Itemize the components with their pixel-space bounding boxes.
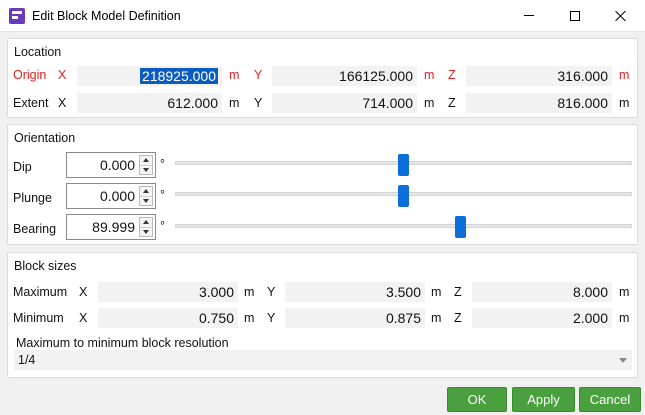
maximum-x-input[interactable]: 3.000 — [98, 282, 238, 302]
bearing-up-arrow-icon[interactable] — [140, 218, 152, 227]
dip-up-arrow-icon[interactable] — [140, 156, 152, 165]
origin-label: Origin — [13, 68, 47, 82]
bearing-slider-thumb[interactable] — [455, 216, 467, 238]
ok-button[interactable]: OK — [447, 387, 507, 412]
origin-x-input[interactable]: 218925.000 — [77, 66, 222, 86]
origin-z-unit: m — [619, 68, 630, 82]
origin-x-axis: X — [58, 68, 67, 82]
origin-y-input[interactable]: 166125.000 — [272, 66, 417, 86]
maximum-y-axis: Y — [267, 285, 276, 299]
maximum-x-axis: X — [79, 285, 88, 299]
extent-y-unit: m — [424, 96, 435, 110]
orientation-title: Orientation — [14, 131, 76, 145]
minimum-y-axis: Y — [267, 311, 276, 325]
bearing-unit: ° — [160, 219, 165, 233]
minimum-z-axis: Z — [454, 311, 462, 325]
extent-y-axis: Y — [254, 96, 263, 110]
plunge-label: Plunge — [13, 191, 52, 205]
cancel-button[interactable]: Cancel — [579, 387, 641, 412]
bearing-slider[interactable] — [175, 224, 632, 228]
bearing-value: 89.999 — [92, 219, 135, 235]
minimum-y-unit: m — [431, 311, 442, 325]
extent-x-unit: m — [229, 96, 240, 110]
dip-stepper — [139, 155, 153, 175]
window-title: Edit Block Model Definition — [32, 9, 181, 23]
close-button[interactable] — [598, 0, 644, 31]
app-logo-icon — [9, 8, 25, 24]
dip-spinbox[interactable]: 0.000 — [66, 152, 156, 178]
maximum-z-axis: Z — [454, 285, 462, 299]
extent-label: Extent — [13, 96, 49, 110]
maximum-x-unit: m — [244, 285, 255, 299]
bearing-label: Bearing — [13, 222, 57, 236]
close-icon — [615, 10, 627, 22]
bearing-spinbox[interactable]: 89.999 — [66, 214, 156, 240]
maximum-label: Maximum — [13, 285, 68, 299]
minimum-x-unit: m — [244, 311, 255, 325]
origin-z-input[interactable]: 316.000 — [466, 66, 612, 86]
plunge-slider-thumb[interactable] — [398, 185, 409, 207]
minimum-x-axis: X — [79, 311, 88, 325]
bearing-stepper — [139, 217, 153, 237]
maximum-z-unit: m — [619, 285, 630, 299]
minimum-z-unit: m — [619, 311, 630, 325]
dip-down-arrow-icon[interactable] — [140, 165, 152, 174]
extent-z-input[interactable]: 816.000 — [466, 93, 612, 113]
extent-x-axis: X — [58, 96, 67, 110]
resolution-value: 1/4 — [18, 353, 36, 367]
maximize-button[interactable] — [552, 0, 598, 31]
dip-label: Dip — [13, 160, 32, 174]
minimize-icon — [524, 15, 534, 16]
location-title: Location — [14, 45, 62, 59]
origin-x-value: 218925.000 — [140, 68, 218, 84]
plunge-down-arrow-icon[interactable] — [140, 196, 152, 205]
title-bar: Edit Block Model Definition — [0, 0, 645, 32]
extent-z-unit: m — [619, 96, 630, 110]
dip-unit: ° — [160, 157, 165, 171]
maximum-y-input[interactable]: 3.500 — [285, 282, 425, 302]
resolution-dropdown[interactable]: 1/4 — [14, 350, 632, 370]
plunge-up-arrow-icon[interactable] — [140, 187, 152, 196]
extent-y-input[interactable]: 714.000 — [272, 93, 417, 113]
bearing-down-arrow-icon[interactable] — [140, 227, 152, 236]
extent-z-axis: Z — [448, 96, 456, 110]
origin-y-unit: m — [424, 68, 435, 82]
origin-z-axis: Z — [448, 68, 456, 82]
resolution-label: Maximum to minimum block resolution — [16, 336, 229, 350]
plunge-value: 0.000 — [99, 188, 135, 204]
origin-y-axis: Y — [254, 68, 263, 82]
minimum-z-input[interactable]: 2.000 — [472, 308, 612, 328]
minimum-y-input[interactable]: 0.875 — [285, 308, 425, 328]
dip-slider-thumb[interactable] — [398, 154, 409, 176]
plunge-stepper — [139, 186, 153, 206]
minimize-button[interactable] — [506, 0, 552, 31]
plunge-unit: ° — [160, 188, 165, 202]
minimum-x-input[interactable]: 0.750 — [98, 308, 238, 328]
extent-x-input[interactable]: 612.000 — [77, 93, 222, 113]
minimum-label: Minimum — [13, 311, 64, 325]
maximum-z-input[interactable]: 8.000 — [472, 282, 612, 302]
plunge-spinbox[interactable]: 0.000 — [66, 183, 156, 209]
chevron-down-icon — [619, 358, 627, 363]
dip-value: 0.000 — [99, 157, 135, 173]
block-sizes-title: Block sizes — [14, 259, 77, 273]
apply-button[interactable]: Apply — [512, 387, 575, 412]
maximize-icon — [570, 10, 580, 21]
origin-x-unit: m — [229, 68, 240, 82]
maximum-y-unit: m — [431, 285, 442, 299]
